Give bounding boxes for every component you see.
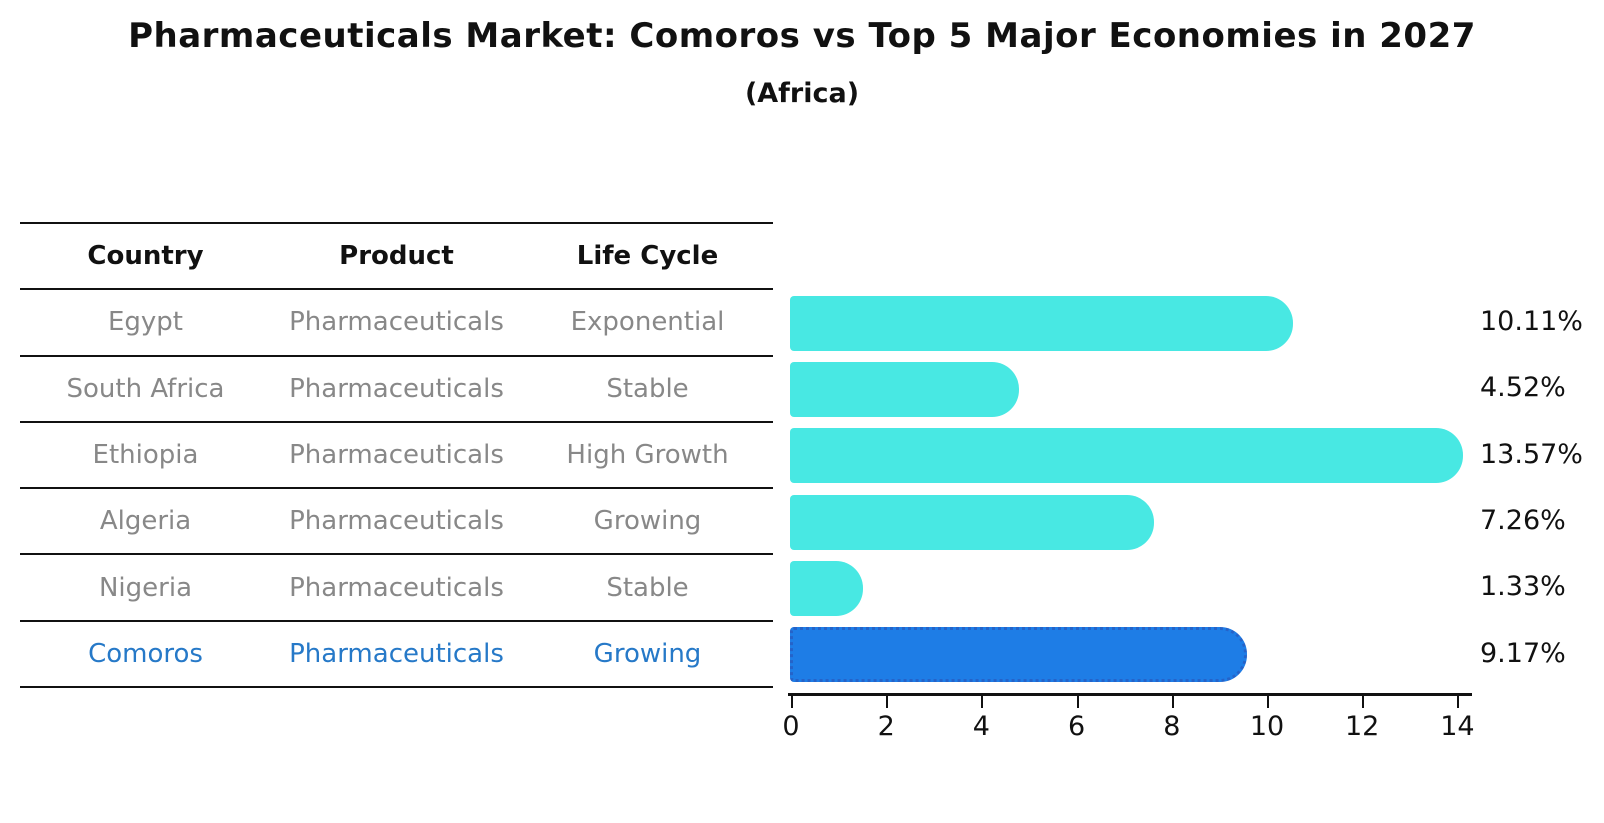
cell-country: Egypt [107,307,184,338]
x-axis-tick-label: 6 [1068,711,1086,742]
x-axis-tick [791,696,793,708]
cell-country: Comoros [88,638,203,669]
bar-value-label: 9.17% [1480,637,1566,669]
chart-subtitle: (Africa) [744,78,860,109]
cell-life-cycle: Exponential [570,307,725,338]
cell-country: Nigeria [98,572,193,603]
bar-value-label: 10.11% [1480,306,1583,338]
table-row: Algeria Pharmaceuticals Growing [20,489,773,556]
x-axis-tick-label: 4 [972,711,990,742]
bar-value-label: 13.57% [1480,438,1583,470]
bar-value-label: 1.33% [1480,571,1566,603]
cell-country: South Africa [66,373,225,404]
x-axis-tick [886,696,889,708]
cell-product: Pharmaceuticals [289,572,504,603]
cell-product: Pharmaceuticals [289,638,504,669]
header-cell-life-cycle: Life Cycle [576,241,719,272]
x-axis-tick-label: 14 [1440,711,1475,742]
table-row: Egypt Pharmaceuticals Exponential [20,290,773,357]
x-axis-tick-label: 10 [1249,711,1285,742]
x-axis-tick-label: 12 [1345,711,1380,742]
cell-life-cycle: High Growth [566,440,729,471]
cell-life-cycle: Growing [593,506,702,537]
header-cell-product: Product [339,241,454,272]
table-body: Egypt Pharmaceuticals Exponential South Afr… [20,290,773,689]
cell-product: Pharmaceuticals [289,307,504,338]
x-axis-tick [1362,696,1365,708]
bar-value-label: 7.26% [1480,505,1566,537]
x-axis-tick [1076,696,1079,708]
bar-value-label: 4.52% [1480,372,1566,404]
bar [790,428,1463,484]
cell-country: Ethiopia [92,440,199,471]
table-row: Ethiopia Pharmaceuticals High Growth [20,423,773,490]
table-row: Comoros Pharmaceuticals Growing [20,622,773,689]
bar [790,494,1154,550]
chart-title: Pharmaceuticals Market: Comoros vs Top 5… [128,16,1476,56]
x-axis-tick [1267,696,1269,708]
x-axis-tick [1457,696,1460,708]
x-axis-tick [1171,696,1174,708]
table-row: Nigeria Pharmaceuticals Stable [20,555,773,622]
bar [790,361,1020,417]
summary-table: Country Product Life Cycle Egypt Pharmace… [20,222,773,689]
cell-life-cycle: Growing [593,638,702,669]
cell-life-cycle: Stable [606,373,689,404]
x-axis-line [788,693,1472,696]
table-header-row: Country Product Life Cycle [20,224,773,291]
x-axis-tick-label: 8 [1163,711,1181,742]
header-cell-country: Country [87,241,204,272]
cell-product: Pharmaceuticals [289,373,504,404]
cell-life-cycle: Stable [606,572,689,603]
x-axis-tick-label: 2 [877,711,895,742]
bar [790,560,864,616]
x-axis-tick [981,696,984,708]
cell-country: Algeria [99,506,192,537]
x-axis-tick-label: 0 [782,711,800,742]
cell-product: Pharmaceuticals [289,506,504,537]
bar [790,295,1294,351]
cell-product: Pharmaceuticals [289,440,504,471]
table-row: South Africa Pharmaceuticals Stable [20,357,773,423]
bar-highlighted [790,627,1248,683]
